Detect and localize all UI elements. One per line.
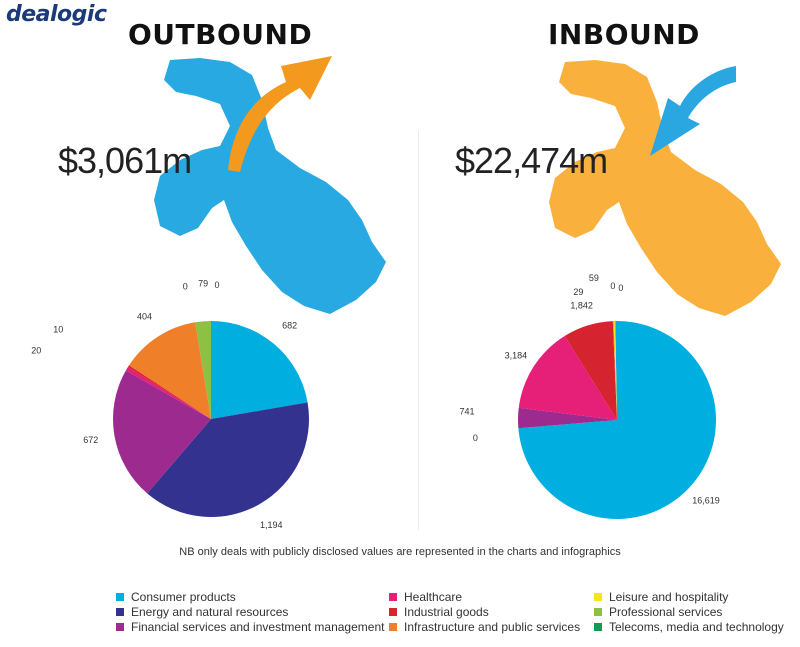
legend-swatch (116, 607, 124, 616)
legend-label: Infrastructure and public services (404, 619, 581, 634)
legend-swatch (594, 622, 602, 631)
pie-value-label: 0 (183, 282, 188, 292)
pie-value-label: 20 (31, 345, 41, 355)
inbound-map-shape (549, 60, 781, 316)
legend-label: Energy and natural resources (131, 604, 289, 619)
legend-swatch (389, 592, 397, 601)
outbound-arrow-shape (228, 56, 332, 172)
pie-value-label: 16,619 (692, 495, 720, 505)
pie-value-label: 404 (137, 312, 152, 322)
pie-value-label: 682 (282, 321, 297, 331)
dealogic-logo: dealogic (6, 2, 107, 27)
pie-value-label: 59 (589, 273, 599, 283)
legend-label: Leisure and hospitality (609, 589, 729, 604)
outbound-title: OUTBOUND (128, 18, 313, 51)
pie-slice (125, 367, 211, 419)
pie-slice (128, 322, 211, 419)
legend-item: Telecoms, media and technology (594, 619, 784, 634)
pie-value-label: 29 (573, 287, 583, 297)
pie-value-label: 741 (460, 407, 475, 417)
outbound-map-shape (154, 58, 386, 314)
legend-column-3: Leisure and hospitality Professional ser… (594, 589, 784, 634)
legend-label: Industrial goods (404, 604, 489, 619)
pie-slice (211, 321, 308, 419)
pie-slice (112, 370, 211, 494)
legend-swatch (389, 607, 397, 616)
pie-value-label: 3,184 (505, 350, 528, 360)
outbound-amount: $3,061m (58, 140, 192, 181)
legend-label: Telecoms, media and technology (609, 619, 784, 634)
legend-item: Financial services and investment manage… (116, 619, 384, 634)
pie-slice (518, 321, 716, 520)
inbound-amount: $22,474m (455, 140, 608, 181)
legend-swatch (594, 592, 602, 601)
legend-label: Financial services and investment manage… (131, 619, 385, 634)
panel-divider (418, 130, 419, 530)
legend-item: Energy and natural resources (116, 604, 384, 619)
disclosure-note: NB only deals with publicly disclosed va… (179, 546, 621, 558)
pie-slice (127, 365, 211, 419)
pie-value-label: 0 (618, 283, 623, 293)
legend-item: Infrastructure and public services (389, 619, 580, 634)
pie-slice (612, 321, 617, 420)
pie-value-label: 79 (198, 278, 208, 288)
pie-slice (518, 335, 617, 420)
inbound-map (549, 60, 781, 316)
pie-value-label: 10 (53, 324, 63, 334)
legend-item: Professional services (594, 604, 784, 619)
legend-item: Healthcare (389, 589, 580, 604)
legend-swatch (116, 592, 124, 601)
legend-swatch (594, 607, 602, 616)
legend-swatch (116, 622, 124, 631)
infographic-art: 682 1,194 672 20 10 404 0 79 0 16,619 0 741 3,184 1,… (31, 56, 781, 530)
inbound-arrow-shape (650, 66, 736, 156)
outbound-arrow (228, 56, 332, 172)
inbound-title: INBOUND (548, 18, 700, 51)
pie-value-label: 0 (473, 433, 478, 443)
outbound-pie: 682 1,194 672 20 10 404 0 79 0 (31, 278, 310, 530)
pie-value-label: 1,194 (260, 520, 283, 530)
inbound-arrow (650, 66, 736, 156)
legend-label: Consumer products (131, 589, 236, 604)
outbound-map (154, 58, 386, 314)
legend-item: Consumer products (116, 589, 384, 604)
legend-swatch (389, 622, 397, 631)
pie-slice (564, 321, 617, 420)
pie-value-label: 0 (214, 280, 219, 290)
pie-slice (195, 321, 211, 419)
pie-slice (613, 321, 617, 420)
legend-label: Professional services (609, 604, 723, 619)
legend-column-1: Consumer products Energy and natural res… (116, 589, 384, 634)
legend-item: Industrial goods (389, 604, 580, 619)
legend-item: Leisure and hospitality (594, 589, 784, 604)
legend-label: Healthcare (404, 589, 463, 604)
pie-value-label: 0 (610, 281, 615, 291)
legend-column-2: Healthcare Industrial goods Infrastructu… (389, 589, 580, 634)
pie-slice (518, 407, 617, 429)
pie-value-label: 672 (83, 435, 98, 445)
pie-slice (147, 402, 310, 517)
pie-value-label: 1,842 (570, 300, 593, 310)
